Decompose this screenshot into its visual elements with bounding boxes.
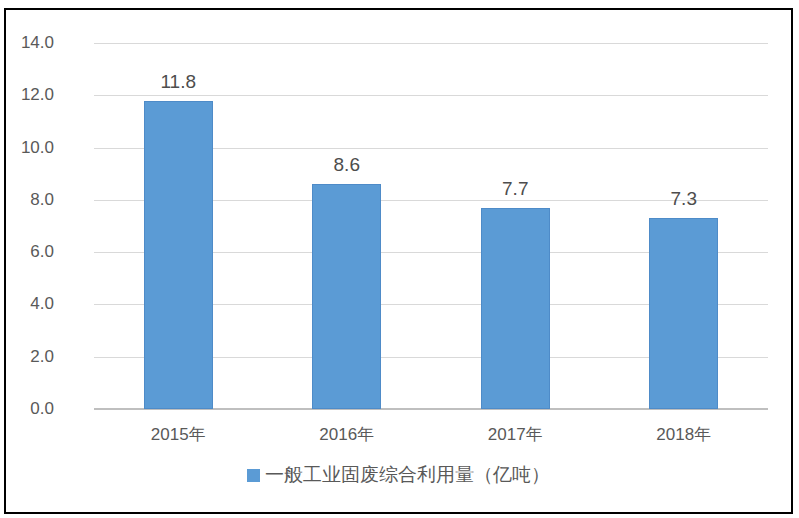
legend-label: 一般工业固废综合利用量（亿吨） [265, 462, 550, 488]
y-tick-label-0.0: 0.0 [0, 399, 54, 419]
y-tick-label-10.0: 10.0 [0, 138, 54, 158]
x-tick-label-2016年: 2016年 [319, 423, 374, 446]
x-tick-label-2017年: 2017年 [488, 423, 543, 446]
y-tick-label-8.0: 8.0 [0, 190, 54, 210]
legend: 一般工业固废综合利用量（亿吨） [6, 462, 791, 488]
y-tick-label-6.0: 6.0 [0, 242, 54, 262]
y-tick-label-2.0: 2.0 [0, 347, 54, 367]
y-tick-label-12.0: 12.0 [0, 85, 54, 105]
gridline-14.0 [94, 43, 768, 44]
bar-value-label-2016年: 8.6 [334, 154, 360, 176]
x-tick-label-2015年: 2015年 [151, 423, 206, 446]
bar-2015年 [144, 101, 213, 409]
bar-value-label-2018年: 7.3 [671, 188, 697, 210]
plot-area: 11.8 8.6 7.7 7.3 [94, 43, 768, 409]
chart-frame: 11.88.67.77.3 0.02.04.06.08.010.012.014.… [4, 8, 793, 514]
bar-2017年 [481, 208, 550, 409]
bar-2018年 [649, 218, 718, 409]
y-tick-label-14.0: 14.0 [0, 33, 54, 53]
x-tick-label-2018年: 2018年 [656, 423, 711, 446]
gridline-12.0 [94, 95, 768, 96]
bar-2016年 [312, 184, 381, 409]
bar-value-label-2017年: 7.7 [502, 178, 528, 200]
legend-marker-square-icon [247, 469, 260, 482]
bar-value-label-2015年: 11.8 [160, 71, 196, 93]
bar-chart: 11.8 8.6 7.7 7.3 0.0 2.0 4.0 6.0 8.0 10.0 12.0 14.… [0, 0, 799, 518]
y-tick-label-4.0: 4.0 [0, 294, 54, 314]
